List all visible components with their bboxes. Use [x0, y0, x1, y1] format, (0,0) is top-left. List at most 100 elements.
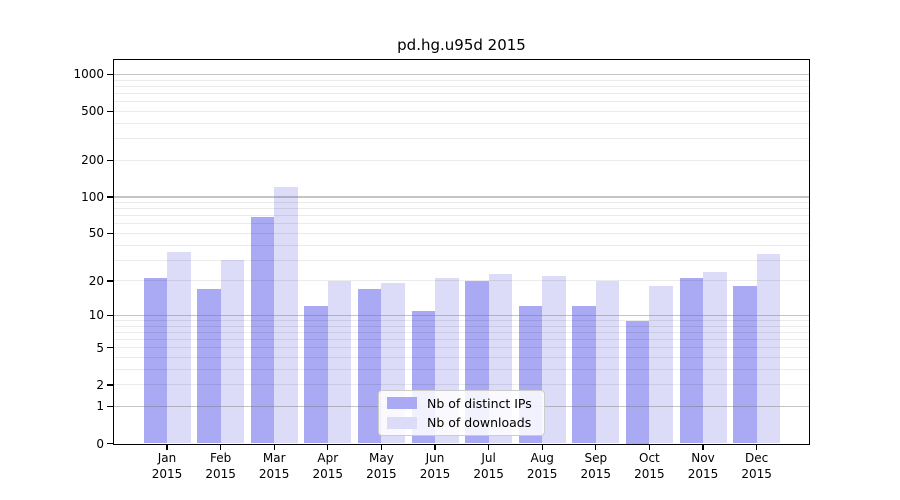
gridline-minor-7 — [114, 331, 809, 333]
bar-downloads-sep — [595, 280, 620, 444]
bar-distinct-ips-sep — [572, 306, 596, 444]
y-tick-label-0: 0 — [96, 436, 104, 451]
y-tick-10 — [107, 314, 113, 317]
gridline-minor-60 — [114, 223, 809, 225]
legend-swatch-downloads — [387, 416, 417, 429]
bar-distinct-ips-nov — [679, 278, 703, 444]
gridline-minor-4 — [114, 357, 809, 359]
y-tick-50 — [107, 232, 113, 235]
bar-distinct-ips-feb — [197, 289, 221, 444]
gridline-minor-200 — [114, 159, 809, 161]
y-tick-2 — [107, 384, 113, 386]
y-tick-label-2: 2 — [96, 377, 104, 392]
legend-item-distinct-ips: Nb of distinct IPs — [387, 395, 536, 412]
y-tick-200 — [107, 159, 113, 161]
gridline-minor-70 — [114, 215, 809, 217]
x-tick-label-jul: Jul 2015 — [473, 451, 504, 481]
bar-distinct-ips-dec — [733, 286, 757, 444]
bar-downloads-jan — [167, 252, 191, 444]
legend-swatch-distinct-ips — [387, 397, 417, 410]
bar-distinct-ips-apr — [304, 306, 328, 444]
y-tick-20 — [107, 280, 113, 282]
x-tick-nov — [702, 445, 704, 450]
x-tick-dec — [755, 445, 758, 450]
x-tick-label-may: May 2015 — [366, 451, 397, 481]
gridline-minor-90 — [114, 202, 809, 204]
y-tick-1 — [107, 405, 113, 408]
x-tick-label-jun: Jun 2015 — [419, 451, 451, 481]
gridline-minor-2 — [114, 384, 809, 386]
legend-label-distinct-ips: Nb of distinct IPs — [427, 395, 532, 411]
gridline-minor-900 — [114, 79, 809, 81]
x-tick-sep — [595, 445, 597, 450]
gridline-minor-6 — [114, 339, 809, 341]
bar-distinct-ips-mar — [250, 217, 275, 444]
gridline-minor-40 — [114, 244, 809, 246]
x-tick-apr — [327, 445, 329, 450]
legend: Nb of distinct IPs Nb of downloads — [378, 390, 545, 436]
gridline-minor-800 — [114, 85, 809, 87]
bar-downloads-apr — [327, 280, 352, 444]
y-tick-1000 — [107, 73, 113, 76]
x-tick-label-jan: Jan 2015 — [151, 451, 183, 481]
y-tick-label-1000: 1000 — [73, 67, 104, 82]
bar-distinct-ips-jan — [143, 278, 167, 444]
bar-downloads-aug — [542, 276, 566, 444]
x-tick-label-oct: Oct 2015 — [634, 451, 665, 481]
bar-downloads-mar — [274, 187, 298, 444]
bar-downloads-nov — [703, 271, 727, 444]
gridline-minor-30 — [114, 259, 809, 261]
gridline-minor-80 — [114, 208, 809, 210]
bar-distinct-ips-oct — [625, 320, 650, 444]
y-tick-label-5: 5 — [96, 340, 104, 355]
gridline-minor-5 — [114, 347, 809, 349]
y-tick-label-10: 10 — [88, 308, 104, 323]
gridline-minor-9 — [114, 320, 809, 321]
bar-downloads-oct — [649, 286, 673, 444]
gridline-major-1000 — [114, 73, 809, 76]
y-tick-label-20: 20 — [88, 273, 104, 288]
x-tick-label-nov: Nov 2015 — [687, 451, 719, 481]
gridline-major-10 — [114, 314, 809, 317]
y-tick-5 — [107, 347, 113, 349]
gridline-minor-300 — [114, 138, 809, 140]
y-tick-label-50: 50 — [88, 226, 104, 241]
y-tick-500 — [107, 110, 113, 113]
x-tick-label-mar: Mar 2015 — [258, 451, 290, 481]
x-tick-aug — [541, 445, 543, 450]
x-tick-jan — [166, 445, 168, 450]
bar-downloads-feb — [220, 260, 245, 444]
y-tick-label-200: 200 — [81, 153, 104, 168]
bar-distinct-ips-may — [357, 289, 382, 444]
legend-item-downloads: Nb of downloads — [387, 415, 536, 432]
legend-label-downloads: Nb of downloads — [427, 415, 532, 431]
x-tick-may — [380, 445, 383, 450]
y-tick-0 — [107, 442, 113, 445]
bar-downloads-dec — [756, 253, 781, 444]
gridline-minor-50 — [114, 232, 809, 234]
x-tick-label-aug: Aug 2015 — [526, 451, 558, 481]
x-tick-mar — [273, 445, 275, 450]
gridline-minor-8 — [114, 325, 809, 327]
gridline-minor-400 — [114, 122, 809, 124]
gridline-minor-600 — [114, 101, 809, 103]
x-tick-oct — [648, 445, 651, 450]
x-tick-feb — [219, 445, 222, 450]
gridline-major-100 — [114, 196, 809, 198]
y-tick-label-500: 500 — [81, 104, 104, 119]
x-tick-label-sep: Sep 2015 — [580, 451, 612, 481]
chart-title: pd.hg.u95d 2015 — [397, 36, 526, 54]
x-tick-jun — [434, 445, 436, 450]
y-tick-label-100: 100 — [81, 189, 104, 204]
x-tick-label-dec: Dec 2015 — [741, 451, 772, 481]
gridline-minor-3 — [114, 368, 809, 370]
gridline-minor-500 — [114, 110, 809, 112]
y-tick-label-1: 1 — [96, 399, 104, 414]
x-tick-label-feb: Feb 2015 — [205, 451, 236, 481]
y-tick-100 — [107, 196, 113, 198]
x-tick-label-apr: Apr 2015 — [312, 451, 344, 481]
x-tick-jul — [487, 445, 490, 450]
gridline-minor-20 — [114, 280, 809, 282]
gridline-minor-700 — [114, 92, 809, 94]
